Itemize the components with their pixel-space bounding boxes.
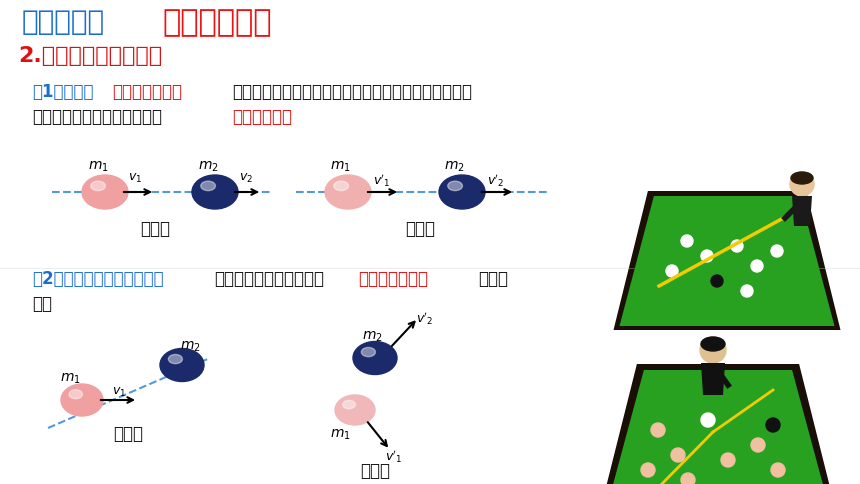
Circle shape — [721, 453, 735, 467]
Circle shape — [731, 240, 743, 252]
Text: 新知讲解：: 新知讲解： — [22, 8, 105, 36]
Text: 碰撞前: 碰撞前 — [140, 220, 170, 238]
Circle shape — [751, 260, 763, 272]
Text: ，如图: ，如图 — [478, 270, 508, 288]
Circle shape — [766, 418, 780, 432]
Text: 二、弹性碰撞: 二、弹性碰撞 — [162, 8, 272, 37]
Circle shape — [666, 265, 678, 277]
Text: $v'_1$: $v'_1$ — [385, 448, 402, 465]
Text: ，物体的运动方向在同一直线上。这种碰撞称为正碰，: ，物体的运动方向在同一直线上。这种碰撞称为正碰， — [232, 83, 472, 101]
Text: （重点掌握）: （重点掌握） — [232, 108, 292, 126]
Text: 碰撞后: 碰撞后 — [405, 220, 435, 238]
Circle shape — [790, 172, 814, 196]
Ellipse shape — [353, 342, 397, 375]
Ellipse shape — [82, 175, 128, 209]
Circle shape — [771, 463, 785, 477]
Text: $m_1$: $m_1$ — [330, 428, 351, 442]
Text: 碰撞前和碰撞后: 碰撞前和碰撞后 — [112, 83, 182, 101]
Ellipse shape — [192, 175, 238, 209]
Ellipse shape — [91, 181, 106, 191]
Circle shape — [651, 423, 665, 437]
Circle shape — [771, 245, 783, 257]
Polygon shape — [613, 191, 840, 330]
Circle shape — [641, 463, 655, 477]
Text: $m_2$: $m_2$ — [198, 160, 218, 174]
Polygon shape — [792, 196, 812, 226]
Text: $m_2$: $m_2$ — [362, 330, 383, 345]
Ellipse shape — [701, 337, 725, 351]
Text: （1）正碰：: （1）正碰： — [32, 83, 94, 101]
Circle shape — [711, 275, 723, 287]
Polygon shape — [701, 363, 725, 395]
Text: $m_1$: $m_1$ — [88, 160, 108, 174]
Text: $v_2$: $v_2$ — [239, 172, 253, 185]
Ellipse shape — [325, 175, 371, 209]
Ellipse shape — [342, 400, 355, 409]
Polygon shape — [597, 364, 839, 484]
Ellipse shape — [791, 172, 813, 184]
Text: $v'_2$: $v'_2$ — [416, 310, 433, 327]
Circle shape — [671, 448, 685, 462]
Ellipse shape — [169, 354, 182, 363]
Text: $v'_2$: $v'_2$ — [487, 172, 505, 189]
Text: $v'_1$: $v'_1$ — [373, 172, 390, 189]
Text: $m_2$: $m_2$ — [180, 340, 200, 354]
Ellipse shape — [448, 181, 463, 191]
Circle shape — [700, 337, 726, 363]
Polygon shape — [604, 370, 832, 484]
Text: $v_1$: $v_1$ — [128, 172, 142, 185]
Circle shape — [681, 473, 695, 484]
Ellipse shape — [61, 384, 103, 416]
Text: （2）斜碰（非对心碰撞）：: （2）斜碰（非对心碰撞）： — [32, 270, 163, 288]
Text: 不在同一直线上: 不在同一直线上 — [358, 270, 428, 288]
Ellipse shape — [334, 181, 348, 191]
Circle shape — [741, 285, 753, 297]
Text: 2.弹性碰撞的实例分析: 2.弹性碰撞的实例分析 — [18, 46, 163, 66]
Polygon shape — [619, 196, 834, 326]
Ellipse shape — [439, 175, 485, 209]
Circle shape — [701, 250, 713, 262]
Circle shape — [751, 438, 765, 452]
Text: $m_1$: $m_1$ — [330, 160, 351, 174]
Ellipse shape — [69, 390, 83, 399]
Text: 所示: 所示 — [32, 295, 52, 313]
Ellipse shape — [200, 181, 216, 191]
Text: $m_1$: $m_1$ — [60, 372, 81, 386]
Ellipse shape — [160, 348, 204, 381]
Circle shape — [701, 413, 715, 427]
Circle shape — [681, 235, 693, 247]
Text: 碰撞前后物体的运动方向: 碰撞前后物体的运动方向 — [214, 270, 324, 288]
Text: $m_2$: $m_2$ — [444, 160, 464, 174]
Text: 碰撞后: 碰撞后 — [360, 462, 390, 480]
Ellipse shape — [335, 395, 375, 425]
Ellipse shape — [361, 348, 376, 357]
Text: 也叫作对心碰撞或一维碰撞。: 也叫作对心碰撞或一维碰撞。 — [32, 108, 162, 126]
Text: 碰撞前: 碰撞前 — [113, 425, 143, 443]
Text: $v_1$: $v_1$ — [112, 386, 126, 399]
